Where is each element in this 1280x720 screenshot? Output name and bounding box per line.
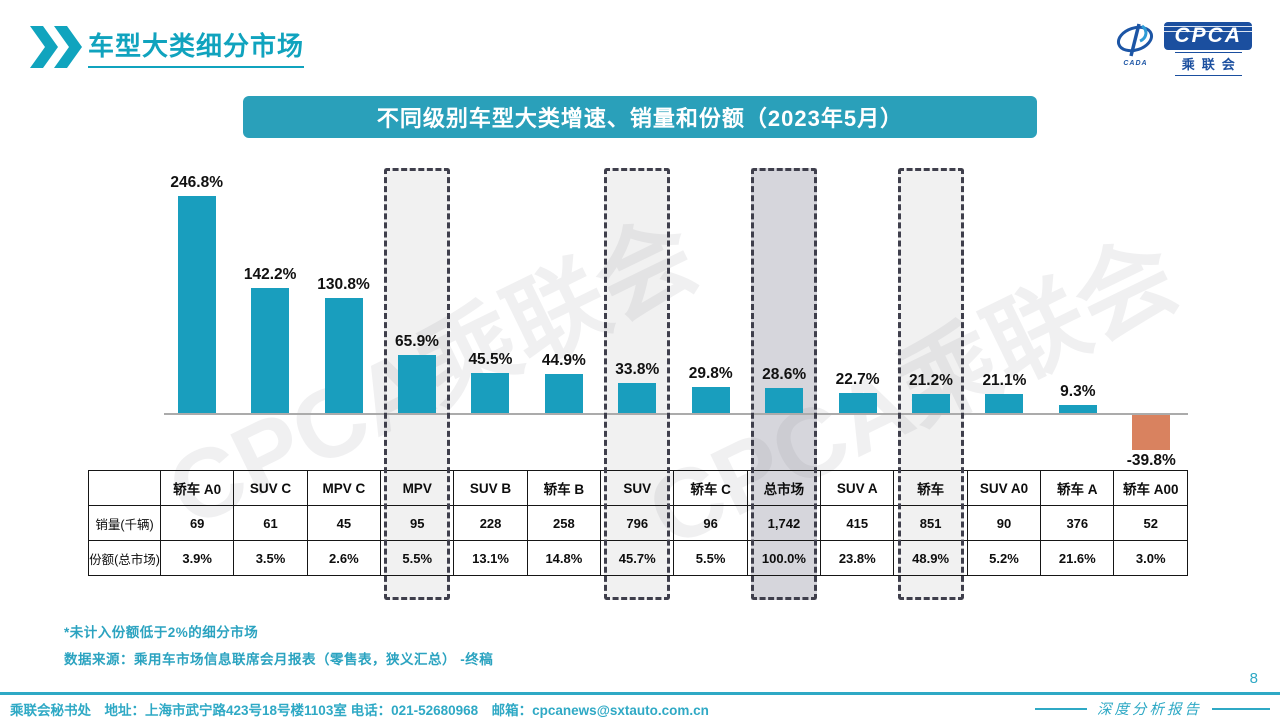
- page-number: 8: [1249, 670, 1258, 687]
- report-label: 深度分析报告: [1097, 702, 1202, 718]
- bar: [912, 394, 950, 413]
- bar-value-label: 246.8%: [170, 174, 223, 191]
- table-cell: MPV C: [306, 470, 382, 506]
- table-cell: 52: [1113, 505, 1188, 541]
- table-cell: 总市场: [746, 470, 822, 506]
- table-cell: 轿车 A: [1040, 470, 1115, 506]
- report-dash-left: [1035, 707, 1087, 710]
- data-source-note: 数据来源：乘用车市场信息联席会月报表（零售表，狭义汇总） -终稿: [64, 652, 494, 667]
- association-name: 乘联会: [1174, 52, 1242, 76]
- table-cell: 轿车 B: [526, 470, 602, 506]
- table-cell: 96: [673, 505, 748, 541]
- emblem-small-text: CADA: [1123, 60, 1148, 67]
- bar-value-label: 21.1%: [982, 372, 1027, 390]
- table-cell: 258: [526, 505, 602, 541]
- report-label-group: 深度分析报告: [1035, 698, 1270, 719]
- cpca-wordmark: CPCA: [1164, 22, 1252, 50]
- table-cell: 轿车 A0: [159, 470, 235, 506]
- bar: [985, 394, 1024, 413]
- table-cell: 轿车 A00: [1113, 470, 1188, 506]
- bar: [177, 196, 216, 413]
- table-cell: SUV B: [453, 470, 528, 506]
- footer-contact: 乘联会秘书处 地址：上海市武宁路423号18号楼1103室 电话：021-526…: [10, 703, 709, 718]
- bar: [691, 386, 730, 413]
- table-cell: 5.5%: [380, 540, 455, 576]
- bar: [251, 287, 290, 413]
- table-cell: 轿车: [893, 470, 968, 506]
- bar: [324, 297, 363, 413]
- bar-value-label: 44.9%: [541, 351, 586, 369]
- table-cell: 5.2%: [966, 540, 1042, 576]
- bar-value-label: 130.8%: [317, 275, 370, 293]
- x-axis-line: [164, 413, 1188, 415]
- bar-value-label: 142.2%: [243, 265, 297, 283]
- bar-value-label: 65.9%: [395, 333, 439, 351]
- table-cell: 376: [1040, 505, 1115, 541]
- bar: [1132, 415, 1171, 450]
- table-cell: 796: [600, 505, 675, 541]
- table-cell: 2.6%: [306, 540, 382, 576]
- table-cell: 100.0%: [746, 540, 822, 576]
- table-cell: 228: [453, 505, 528, 541]
- bar-value-label: 9.3%: [1060, 382, 1096, 400]
- footer-divider: [0, 692, 1280, 695]
- table-cell: 13.1%: [453, 540, 528, 576]
- table-cell: 14.8%: [526, 540, 602, 576]
- table-row-label: 份额(总市场): [88, 540, 161, 576]
- report-dash-right: [1212, 707, 1270, 710]
- bar: [471, 372, 510, 413]
- table-row-label: [88, 470, 161, 506]
- header: 车型大类细分市场: [30, 26, 305, 68]
- page-title: 车型大类细分市场: [88, 26, 305, 68]
- bar: [838, 393, 877, 413]
- table-cell: 23.8%: [820, 540, 895, 576]
- cpca-logo: CADA CPCA 乘联会: [1112, 22, 1252, 76]
- table-cell: 21.6%: [1040, 540, 1115, 576]
- table-cell: SUV: [600, 470, 675, 506]
- bar-value-label: 33.8%: [615, 361, 660, 379]
- table-cell: SUV A0: [966, 470, 1042, 506]
- table-cell: 3.0%: [1113, 540, 1188, 576]
- table-cell: 3.5%: [233, 540, 308, 576]
- table-cell: 61: [233, 505, 308, 541]
- table-cell: 45: [306, 505, 382, 541]
- table-cell: 69: [159, 505, 235, 541]
- table-cell: 851: [893, 505, 968, 541]
- bar: [765, 387, 804, 413]
- cpca-emblem-icon: CADA: [1112, 22, 1158, 67]
- bar-value-label: 22.7%: [835, 371, 880, 389]
- table-cell: 48.9%: [893, 540, 968, 576]
- bar: [544, 373, 583, 413]
- table-cell: 1,742: [746, 505, 822, 541]
- bar-value-label: 21.2%: [909, 372, 953, 390]
- table-cell: 45.7%: [600, 540, 675, 576]
- table-cell: SUV A: [820, 470, 895, 506]
- footnote: *未计入份额低于2%的细分市场: [64, 625, 259, 640]
- logo-right: CPCA 乘联会: [1164, 22, 1252, 76]
- table-cell: 轿车 C: [673, 470, 748, 506]
- bar-value-label: 29.8%: [688, 364, 733, 382]
- chart-title-banner: 不同级别车型大类增速、销量和份额（2023年5月）: [243, 96, 1037, 138]
- table-row-label: 销量(千辆): [88, 505, 161, 541]
- data-table: 轿车 A0 SUV C MPV C MPV SUV B 轿车 B SUV 轿车 C 总市场 SUV…: [88, 470, 1188, 576]
- bar: [1058, 404, 1097, 413]
- bar: [618, 383, 657, 413]
- double-chevron-icon: [30, 26, 82, 68]
- table-cell: SUV C: [233, 470, 308, 506]
- bar-value-label: 28.6%: [762, 365, 807, 383]
- table-cell: 90: [966, 505, 1042, 541]
- table-cell: 3.9%: [159, 540, 235, 576]
- table-cell: 5.5%: [673, 540, 748, 576]
- table-cell: 95: [380, 505, 455, 541]
- bar-value-label: -39.8%: [1126, 451, 1176, 469]
- bar-value-label: 45.5%: [468, 350, 513, 368]
- bar: [398, 355, 436, 413]
- table-cell: MPV: [380, 470, 455, 506]
- table-cell: 415: [820, 505, 895, 541]
